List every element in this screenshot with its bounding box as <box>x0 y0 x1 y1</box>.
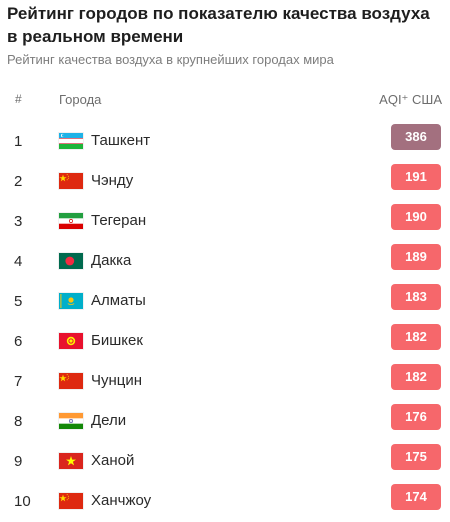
city-name-link[interactable]: Ханчжоу <box>91 492 152 509</box>
table-row[interactable]: 2 Чэнду 191 <box>0 162 450 202</box>
rank-number: 2 <box>14 173 23 190</box>
iran-flag-icon <box>59 213 83 229</box>
rank-number: 3 <box>14 213 23 230</box>
table-row[interactable]: 1 Ташкент 386 <box>0 122 450 162</box>
aqi-badge: 190 <box>391 204 441 230</box>
city-name-link[interactable]: Тегеран <box>91 212 147 229</box>
column-header-city: Города <box>59 92 102 107</box>
rank-number: 10 <box>14 493 31 510</box>
aqi-badge: 183 <box>391 284 441 310</box>
rank-number: 8 <box>14 413 23 430</box>
rank-number: 4 <box>14 253 23 270</box>
table-row[interactable]: 9 Ханой 175 <box>0 442 450 482</box>
table-row[interactable]: 6 Бишкек 182 <box>0 322 450 362</box>
aqi-badge: 182 <box>391 364 441 390</box>
city-name-link[interactable]: Дели <box>91 412 127 429</box>
table-row[interactable]: 5 Алматы 183 <box>0 282 450 322</box>
rank-number: 9 <box>14 453 23 470</box>
table-row[interactable]: 10 Ханчжоу 174 <box>0 482 450 522</box>
city-name-link[interactable]: Алматы <box>91 292 146 309</box>
aqi-badge: 176 <box>391 404 441 430</box>
city-name-link[interactable]: Чунцин <box>91 372 143 389</box>
india-flag-icon <box>59 413 83 429</box>
aqi-badge: 175 <box>391 444 441 470</box>
bangladesh-flag-icon <box>59 253 83 269</box>
table-row[interactable]: 8 Дели 176 <box>0 402 450 442</box>
vietnam-flag-icon <box>59 453 83 469</box>
aqi-badge: 386 <box>391 124 441 150</box>
city-name-link[interactable]: Бишкек <box>91 332 143 349</box>
city-name-link[interactable]: Ташкент <box>91 132 151 149</box>
china-flag-icon <box>59 373 83 389</box>
table-row[interactable]: 4 Дакка 189 <box>0 242 450 282</box>
page-title: Рейтинг городов по показателю качества в… <box>7 4 430 46</box>
kazakhstan-flag-icon <box>59 293 83 309</box>
kyrgyzstan-flag-icon <box>59 333 83 349</box>
aqi-badge: 174 <box>391 484 441 510</box>
column-header-rank: # <box>15 92 22 106</box>
city-name-link[interactable]: Ханой <box>91 452 135 469</box>
rank-number: 1 <box>14 133 23 150</box>
column-header-aqi: AQI⁺ США <box>379 92 442 107</box>
rank-number: 5 <box>14 293 23 310</box>
aqi-badge: 182 <box>391 324 441 350</box>
rank-number: 7 <box>14 373 23 390</box>
table-row[interactable]: 7 Чунцин 182 <box>0 362 450 402</box>
city-name-link[interactable]: Дакка <box>91 252 132 269</box>
uzbekistan-flag-icon <box>59 133 83 149</box>
city-name-link[interactable]: Чэнду <box>91 172 134 189</box>
china-flag-icon <box>59 493 83 509</box>
aqi-badge: 191 <box>391 164 441 190</box>
china-flag-icon <box>59 173 83 189</box>
page-subtitle: Рейтинг качества воздуха в крупнейших го… <box>7 52 334 67</box>
rank-number: 6 <box>14 333 23 350</box>
aqi-badge: 189 <box>391 244 441 270</box>
table-row[interactable]: 3 Тегеран 190 <box>0 202 450 242</box>
